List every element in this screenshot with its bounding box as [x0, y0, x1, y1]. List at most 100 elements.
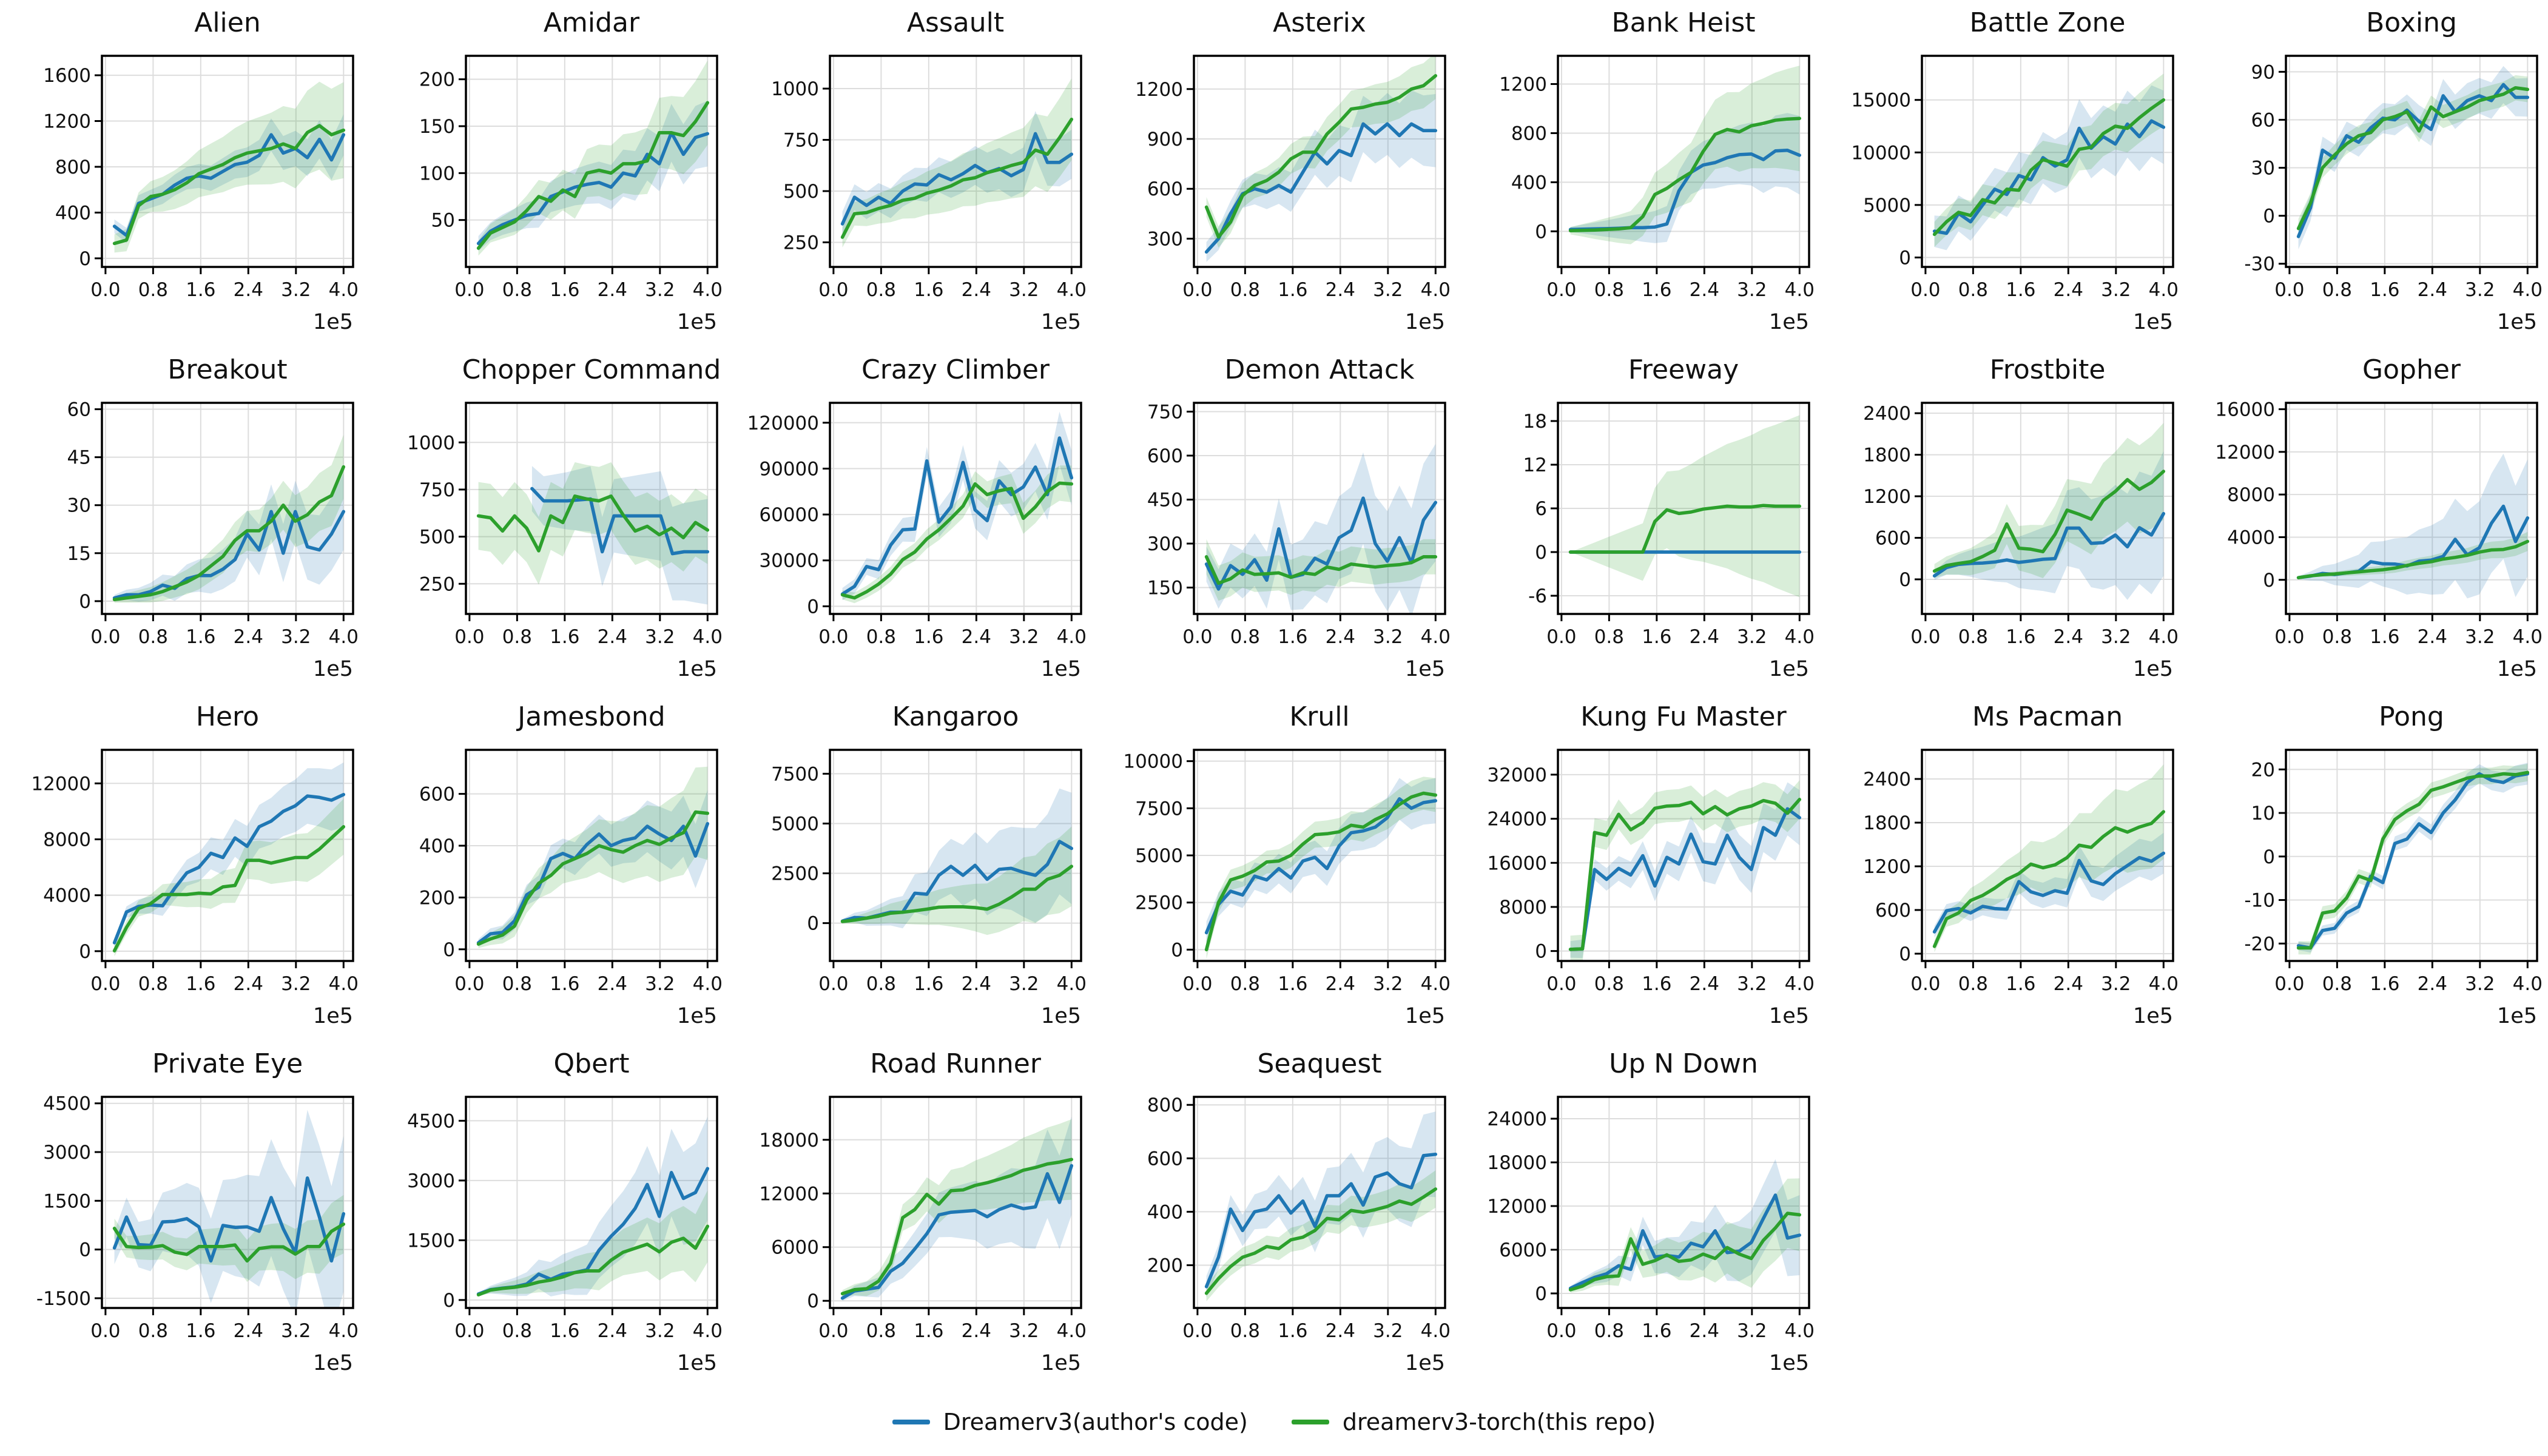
series-line-green: [1568, 798, 1802, 951]
legend-item-dreamerv3-torch: dreamerv3-torch(this repo): [1291, 1409, 1656, 1435]
x-tick-label: 3.2: [1373, 973, 1403, 995]
y-tick-label: 5000: [1135, 845, 1183, 867]
y-tick-label: 450: [1147, 490, 1183, 511]
y-tick-label: 12: [1523, 454, 1547, 476]
x-tick-label: 0.8: [866, 973, 896, 995]
x-tick-label: 0.8: [866, 626, 896, 648]
x-tick-label: 0.0: [1182, 1320, 1212, 1342]
subplot-freeway: Freeway 0.0 0.8 1.6 2.4 3.2 4.0 1e5 -6 0 6 12 18: [1456, 347, 1820, 694]
subplot-private-eye: Private Eye 0.0 0.8 1.6 2.4 3.2 4.0 1e5 -1500 0 15…: [0, 1041, 364, 1388]
plot-canvas-assault: Assault 0.0 0.8 1.6 2.4 3.2 4.0 1e5 250 500 750 100…: [771, 7, 1087, 334]
y-tick-label: 1200: [43, 111, 91, 133]
x-tick-label: 1.6: [550, 973, 579, 995]
y-tick-label: 4500: [407, 1110, 455, 1132]
confidence-band-green: [2298, 764, 2528, 955]
y-tick-label: 250: [419, 573, 455, 595]
series-line-green: [476, 101, 710, 250]
plot-frame: [1193, 402, 1446, 615]
y-tick-label: -1500: [36, 1288, 91, 1310]
x-tick-label: 2.4: [2054, 626, 2083, 648]
x-tick-label: 4.0: [1785, 973, 1815, 995]
x-tick-label: 3.2: [281, 626, 311, 648]
x-tick-label: 4.0: [693, 279, 723, 301]
y-tick-label: 0: [2263, 206, 2275, 228]
series-line-green: [840, 117, 1074, 239]
x-tick-label: 3.2: [1737, 1320, 1767, 1342]
y-tick-label: 0: [443, 939, 455, 961]
chart-title: Chopper Command: [462, 354, 721, 385]
x-tick-label: 0.0: [2274, 279, 2304, 301]
x-tick-label: 0.0: [818, 1320, 848, 1342]
x-tick-label: 1.6: [1278, 626, 1307, 648]
x-tick-label: 0.0: [90, 279, 120, 301]
y-tick-label: 60: [2251, 109, 2275, 131]
y-tick-label: 0: [443, 1290, 455, 1312]
y-tick-label: 12000: [31, 773, 91, 795]
x-tick-label: 1.6: [1278, 973, 1307, 995]
y-tick-label: 800: [55, 157, 91, 178]
x-tick-label: 4.0: [1057, 626, 1087, 648]
series-line-blue: [840, 436, 1074, 596]
y-tick-label: 5000: [1863, 195, 1911, 217]
confidence-band-green: [1934, 764, 2164, 952]
series-line-green: [112, 124, 346, 246]
y-tick-label: 0: [1535, 542, 1547, 564]
plot-frame: [1557, 1096, 1810, 1309]
x-tick-label: 1.6: [2370, 626, 2399, 648]
plot-canvas-frostbite: Frostbite 0.0 0.8 1.6 2.4 3.2 4.0 1e5 0 600 1200 18…: [1863, 354, 2179, 681]
x-tick-label: 2.4: [2054, 279, 2083, 301]
plot-frame: [465, 55, 718, 268]
plot-frame: [2285, 402, 2538, 615]
x-tick-label: 1.6: [2370, 973, 2399, 995]
y-tick-label: 2500: [771, 863, 819, 885]
x-tick-label: 3.2: [2101, 279, 2131, 301]
chart-title: Kangaroo: [892, 701, 1019, 732]
x-tick-label: 0.8: [2322, 279, 2352, 301]
x-tick-label: 2.4: [2418, 626, 2447, 648]
subplot-pong: Pong 0.0 0.8 1.6 2.4 3.2 4.0 1e5 -20 -10 0 10 20: [2184, 694, 2548, 1041]
y-tick-label: 0: [1899, 943, 1911, 965]
y-tick-label: 750: [783, 130, 819, 152]
x-tick-label: 0.0: [1182, 279, 1212, 301]
subplot-krull: Krull 0.0 0.8 1.6 2.4 3.2 4.0 1e5 0 2500 5000 7500 1…: [1092, 694, 1456, 1041]
chart-title: Pong: [2379, 701, 2444, 732]
plot-canvas-ms-pacman: Ms Pacman 0.0 0.8 1.6 2.4 3.2 4.0 1e5 0 600 1200 18…: [1863, 701, 2179, 1028]
plot-frame: [829, 55, 1082, 268]
x-tick-label: 4.0: [1057, 973, 1087, 995]
subplot-frostbite: Frostbite 0.0 0.8 1.6 2.4 3.2 4.0 1e5 0 600 1200 18…: [1820, 347, 2184, 694]
y-tick-label: 12000: [2215, 442, 2275, 463]
x-tick-label: 4.0: [2149, 973, 2179, 995]
y-tick-label: 5000: [771, 813, 819, 835]
x-tick-label: 0.0: [454, 626, 484, 648]
x-tick-label: 4.0: [2149, 279, 2179, 301]
y-tick-label: 1000: [771, 78, 819, 100]
series-line-green: [112, 1222, 346, 1263]
series-line-blue: [112, 510, 346, 600]
plot-frame: [1557, 749, 1810, 962]
legend-item-dreamerv3-author: Dreamerv3(author's code): [892, 1409, 1248, 1435]
x-tick-label: 3.2: [2465, 973, 2495, 995]
x-axis-offset-label: 1e5: [2133, 310, 2173, 334]
confidence-band-blue: [1570, 1159, 1800, 1291]
x-axis-offset-label: 1e5: [313, 310, 353, 334]
confidence-band-green: [478, 766, 708, 948]
y-tick-label: 0: [79, 248, 91, 270]
x-axis-offset-label: 1e5: [677, 1351, 717, 1375]
x-axis-offset-label: 1e5: [1405, 1004, 1445, 1028]
x-tick-label: 1.6: [1278, 279, 1307, 301]
x-tick-label: 4.0: [1785, 1320, 1815, 1342]
x-tick-label: 1.6: [186, 279, 215, 301]
subplot-assault: Assault 0.0 0.8 1.6 2.4 3.2 4.0 1e5 250 500 750 100…: [728, 0, 1092, 347]
x-axis-offset-label: 1e5: [1041, 310, 1081, 334]
x-tick-label: 4.0: [2513, 626, 2543, 648]
y-tick-label: 1800: [1863, 445, 1911, 467]
y-tick-label: 300: [1147, 228, 1183, 250]
subplot-kung-fu-master: Kung Fu Master 0.0 0.8 1.6 2.4 3.2 4.0 1e5 0 8000…: [1456, 694, 1820, 1041]
x-tick-label: 3.2: [2465, 626, 2495, 648]
x-axis-offset-label: 1e5: [2133, 1004, 2173, 1028]
x-tick-label: 0.8: [138, 1320, 168, 1342]
y-tick-label: 12000: [1487, 1196, 1547, 1218]
x-tick-label: 4.0: [329, 279, 359, 301]
series-line-green: [112, 825, 346, 952]
